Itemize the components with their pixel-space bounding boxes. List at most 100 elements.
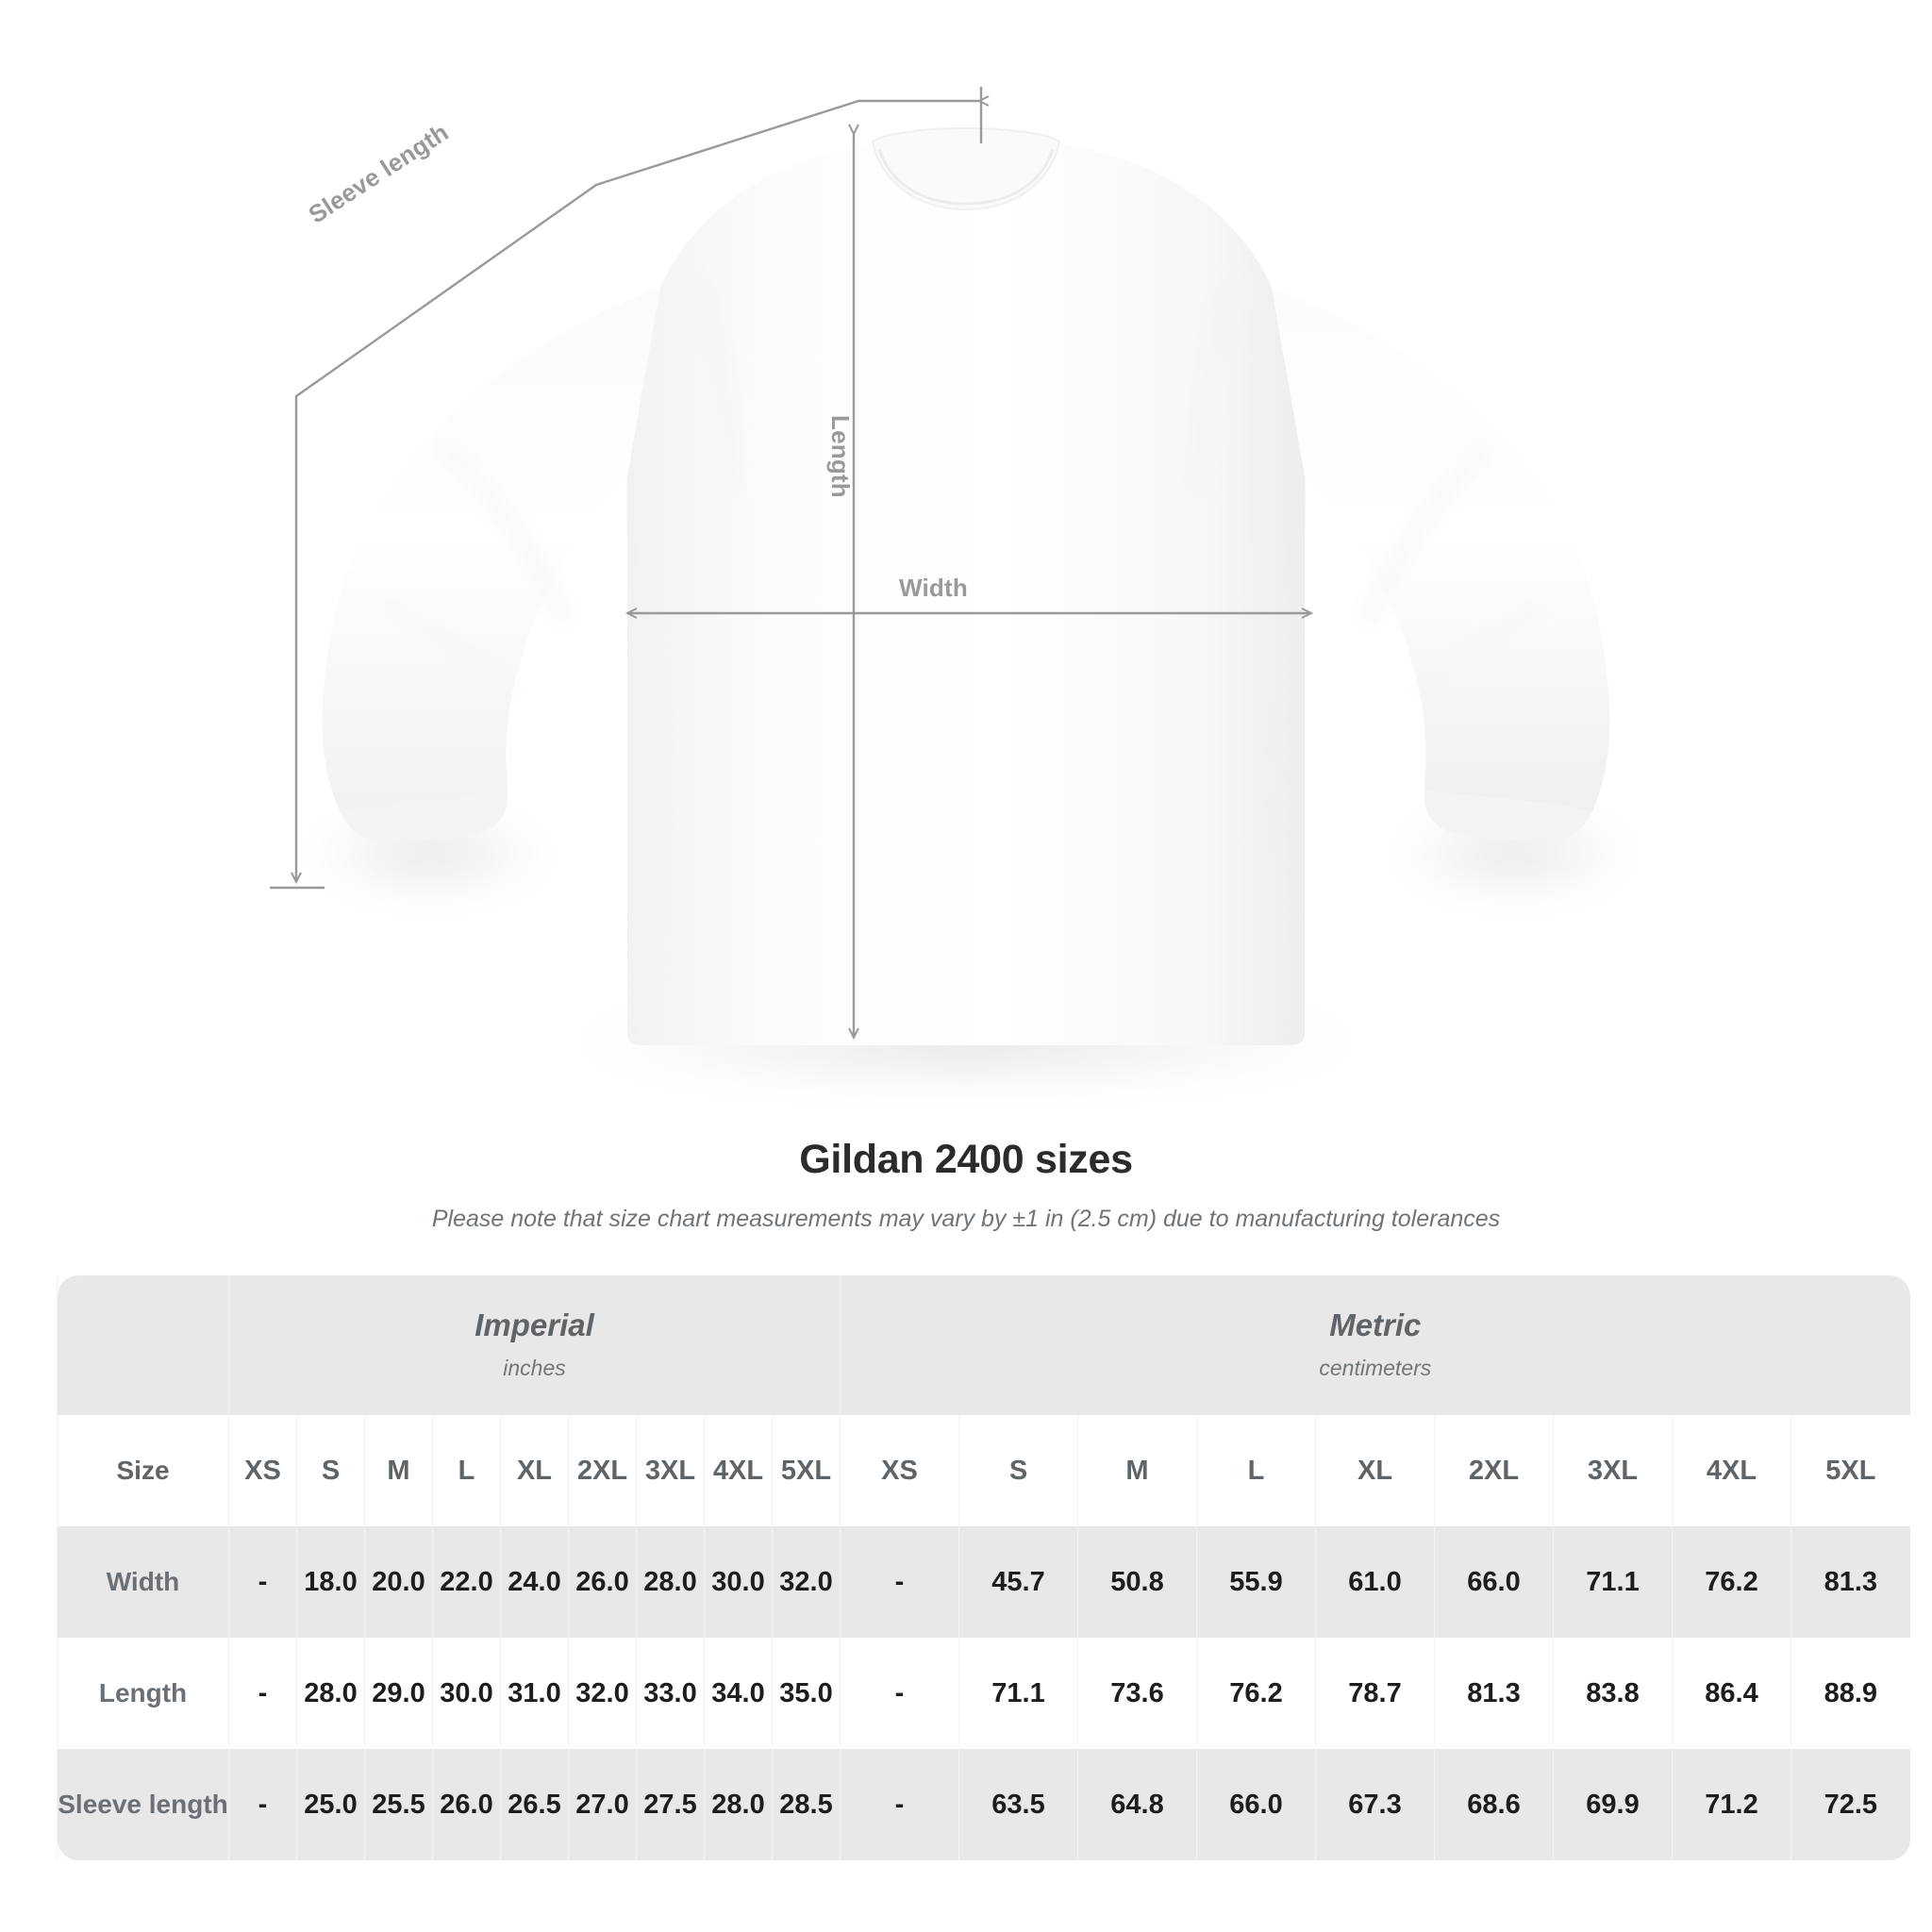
cell-length-imperial-5xl: 35.0	[771, 1638, 841, 1749]
unit-metric-cell: Metric centimeters	[840, 1275, 1910, 1415]
size-header-metric-2xl: 2XL	[1434, 1415, 1554, 1526]
cell-width-imperial-m: 20.0	[364, 1526, 433, 1638]
size-header-label: Size	[57, 1415, 229, 1526]
length-diagram-label: Length	[826, 415, 855, 498]
unit-imperial-name: Imperial	[475, 1307, 594, 1342]
cell-width-imperial-5xl: 32.0	[771, 1526, 841, 1638]
cell-length-imperial-2xl: 32.0	[568, 1638, 637, 1749]
row-label-width: Width	[57, 1526, 229, 1638]
cell-sleeve-metric-2xl: 68.6	[1434, 1749, 1554, 1860]
size-header-metric-3xl: 3XL	[1553, 1415, 1673, 1526]
cell-length-metric-xs: -	[840, 1638, 959, 1749]
size-header-imperial-4xl: 4XL	[704, 1415, 773, 1526]
cell-length-imperial-3xl: 33.0	[636, 1638, 705, 1749]
size-header-metric-xs: XS	[840, 1415, 959, 1526]
cell-length-metric-l: 76.2	[1196, 1638, 1316, 1749]
cell-width-metric-s: 45.7	[958, 1526, 1078, 1638]
cell-width-imperial-xl: 24.0	[500, 1526, 569, 1638]
cell-width-metric-2xl: 66.0	[1434, 1526, 1554, 1638]
unit-metric-name: Metric	[1329, 1307, 1422, 1342]
cell-sleeve-metric-s: 63.5	[958, 1749, 1078, 1860]
cell-width-metric-3xl: 71.1	[1553, 1526, 1673, 1638]
cell-sleeve-imperial-4xl: 28.0	[704, 1749, 773, 1860]
page-title: Gildan 2400 sizes	[799, 1137, 1133, 1182]
cell-sleeve-imperial-s: 25.0	[296, 1749, 365, 1860]
size-header-imperial-xs: XS	[228, 1415, 297, 1526]
width-diagram-label: Width	[899, 574, 968, 602]
cell-sleeve-metric-xs: -	[840, 1749, 959, 1860]
cell-sleeve-imperial-5xl: 28.5	[771, 1749, 841, 1860]
cell-length-imperial-xs: -	[228, 1638, 297, 1749]
cell-length-metric-2xl: 81.3	[1434, 1638, 1554, 1749]
cell-length-metric-m: 73.6	[1077, 1638, 1197, 1749]
cell-length-imperial-l: 30.0	[432, 1638, 501, 1749]
cell-sleeve-metric-m: 64.8	[1077, 1749, 1197, 1860]
cell-length-metric-4xl: 86.4	[1672, 1638, 1791, 1749]
unit-metric-sub: centimeters	[1319, 1356, 1432, 1380]
cell-sleeve-metric-xl: 67.3	[1315, 1749, 1435, 1860]
unit-imperial-sub: inches	[503, 1356, 566, 1380]
cell-width-metric-xl: 61.0	[1315, 1526, 1435, 1638]
cell-sleeve-metric-3xl: 69.9	[1553, 1749, 1673, 1860]
cell-sleeve-metric-l: 66.0	[1196, 1749, 1316, 1860]
cell-sleeve-imperial-xl: 26.5	[500, 1749, 569, 1860]
measurement-guides	[270, 87, 1314, 1041]
cell-sleeve-imperial-3xl: 27.5	[636, 1749, 705, 1860]
unit-imperial-cell: Imperial inches	[227, 1275, 841, 1415]
size-header-metric-5xl: 5XL	[1790, 1415, 1910, 1526]
size-header-row: Size XS S M L XL 2XL 3XL 4XL 5XL XS S M …	[57, 1415, 1910, 1526]
cell-sleeve-imperial-m: 25.5	[364, 1749, 433, 1860]
cell-width-imperial-2xl: 26.0	[568, 1526, 637, 1638]
cell-width-metric-xs: -	[840, 1526, 959, 1638]
unit-spacer-cell	[57, 1275, 229, 1415]
cell-width-metric-l: 55.9	[1196, 1526, 1316, 1638]
size-header-imperial-s: S	[296, 1415, 365, 1526]
unit-header-row: Imperial inches Metric centimeters	[57, 1275, 1910, 1415]
table-row-width: Width - 18.0 20.0 22.0 24.0 26.0 28.0 30…	[57, 1526, 1910, 1638]
cell-sleeve-metric-4xl: 71.2	[1672, 1749, 1791, 1860]
size-table-container: Imperial inches Metric centimeters Size …	[57, 1275, 1910, 1860]
size-header-imperial-l: L	[432, 1415, 501, 1526]
size-header-metric-xl: XL	[1315, 1415, 1435, 1526]
size-table: Imperial inches Metric centimeters Size …	[57, 1275, 1910, 1860]
row-label-sleeve-length: Sleeve length	[57, 1749, 229, 1860]
garment-illustration	[270, 87, 1646, 1091]
cell-sleeve-imperial-2xl: 27.0	[568, 1749, 637, 1860]
cell-length-metric-xl: 78.7	[1315, 1638, 1435, 1749]
cell-width-imperial-l: 22.0	[432, 1526, 501, 1638]
cell-width-imperial-3xl: 28.0	[636, 1526, 705, 1638]
size-header-imperial-3xl: 3XL	[636, 1415, 705, 1526]
cell-sleeve-imperial-xs: -	[228, 1749, 297, 1860]
row-label-length: Length	[57, 1638, 229, 1749]
size-header-imperial-5xl: 5XL	[771, 1415, 841, 1526]
cell-length-metric-s: 71.1	[958, 1638, 1078, 1749]
cell-length-imperial-s: 28.0	[296, 1638, 365, 1749]
size-header-metric-l: L	[1196, 1415, 1316, 1526]
cell-sleeve-metric-5xl: 72.5	[1790, 1749, 1910, 1860]
title-block: Gildan 2400 sizes Please note that size …	[0, 1137, 1932, 1233]
cell-width-imperial-s: 18.0	[296, 1526, 365, 1638]
cell-length-metric-3xl: 83.8	[1553, 1638, 1673, 1749]
cell-width-imperial-4xl: 30.0	[704, 1526, 773, 1638]
cell-sleeve-imperial-l: 26.0	[432, 1749, 501, 1860]
cell-width-metric-m: 50.8	[1077, 1526, 1197, 1638]
size-header-imperial-xl: XL	[500, 1415, 569, 1526]
size-header-metric-s: S	[958, 1415, 1078, 1526]
garment-diagram: Sleeve length Length Width	[270, 87, 1646, 1091]
cell-length-metric-5xl: 88.9	[1790, 1638, 1910, 1749]
size-header-imperial-m: M	[364, 1415, 433, 1526]
cell-length-imperial-4xl: 34.0	[704, 1638, 773, 1749]
size-header-metric-4xl: 4XL	[1672, 1415, 1791, 1526]
size-header-imperial-2xl: 2XL	[568, 1415, 637, 1526]
sleeve-length-guide	[291, 95, 990, 885]
page-subtitle: Please note that size chart measurements…	[431, 1206, 1501, 1232]
table-row-length: Length - 28.0 29.0 30.0 31.0 32.0 33.0 3…	[57, 1638, 1910, 1749]
table-row-sleeve-length: Sleeve length - 25.0 25.5 26.0 26.5 27.0…	[57, 1749, 1910, 1860]
cell-width-metric-4xl: 76.2	[1672, 1526, 1791, 1638]
cell-length-imperial-xl: 31.0	[500, 1638, 569, 1749]
cell-length-imperial-m: 29.0	[364, 1638, 433, 1749]
size-header-metric-m: M	[1077, 1415, 1197, 1526]
cell-width-metric-5xl: 81.3	[1790, 1526, 1910, 1638]
cell-width-imperial-xs: -	[228, 1526, 297, 1638]
